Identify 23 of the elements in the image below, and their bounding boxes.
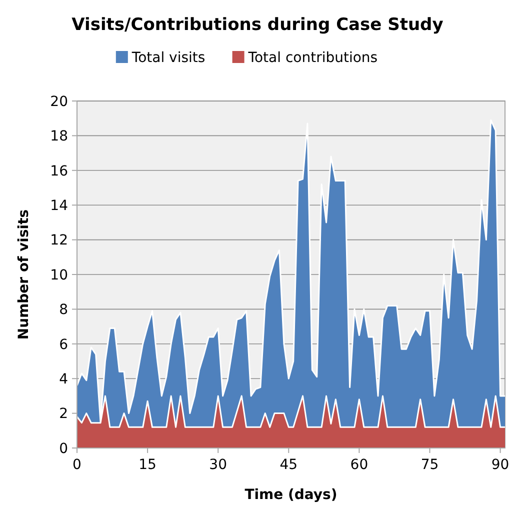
x-tick-label: 75 (420, 457, 439, 473)
legend-label: Total visits (130, 50, 206, 66)
y-tick-label: 12 (50, 232, 68, 249)
x-tick-label: 45 (280, 457, 298, 473)
x-tick-label: 15 (138, 457, 156, 473)
x-axis-title: Time (days) (244, 487, 338, 503)
y-tick-label: 18 (50, 128, 68, 145)
y-tick-label: 2 (59, 406, 68, 422)
x-tick-label: 60 (350, 457, 368, 473)
legend-label: Total contributions (247, 50, 378, 66)
y-tick-label: 20 (50, 94, 68, 110)
chart-title: Visits/Contributions during Case Study (72, 15, 444, 35)
y-tick-label: 4 (59, 372, 68, 388)
x-tick-label: 0 (72, 457, 82, 473)
y-tick-label: 8 (59, 302, 68, 318)
y-tick-label: 0 (59, 440, 68, 457)
y-axis-title: Number of visits (16, 209, 32, 340)
y-tick-label: 6 (59, 336, 68, 353)
x-tick-label: 30 (209, 457, 228, 473)
y-tick-label: 16 (50, 163, 68, 180)
y-tick-label: 10 (50, 267, 68, 284)
y-tick-label: 14 (50, 198, 68, 214)
x-tick-label: 90 (491, 457, 510, 473)
